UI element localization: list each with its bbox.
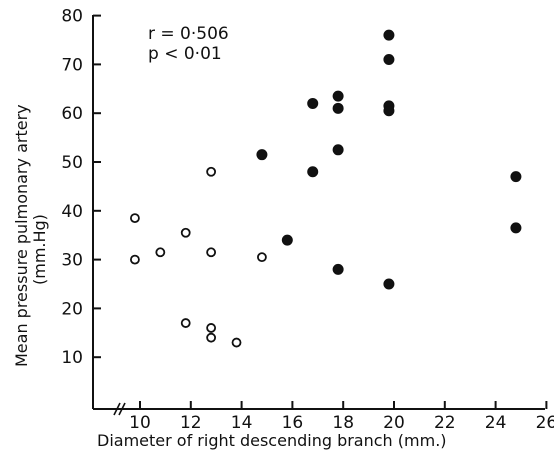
x-tick-label: 22: [434, 413, 456, 433]
filled-data-point: [383, 29, 395, 41]
open-data-point: [130, 213, 140, 224]
filled-data-point: [332, 263, 344, 275]
x-tick-label: 26: [536, 413, 554, 433]
y-tick-label: 50: [61, 153, 83, 173]
y-tick-label: 30: [61, 251, 83, 271]
open-data-point: [180, 227, 191, 238]
filled-data-point: [510, 222, 522, 234]
axis-break-mark: [113, 402, 121, 416]
y-tick-label: 60: [61, 104, 83, 124]
open-data-point: [180, 318, 191, 328]
y-axis-title: Mean pressure pulmonary artery: [12, 104, 31, 367]
open-data-point: [231, 337, 242, 348]
filled-data-point: [383, 105, 395, 117]
filled-data-point: [281, 234, 293, 246]
y-tick-label: 40: [61, 202, 83, 222]
filled-data-point: [332, 102, 344, 114]
open-data-point: [130, 254, 140, 265]
open-data-point: [155, 247, 166, 258]
y-tick-label: 10: [61, 348, 83, 368]
y-axis-unit: (mm.Hg): [30, 214, 49, 285]
x-tick-label: 18: [332, 413, 354, 433]
axes: 10 20 30 40 50 60 70 80 10 12 14 16 18 20 22 24 26: [61, 7, 554, 433]
filled-data-point: [307, 166, 319, 178]
filled-data-point: [332, 90, 344, 102]
x-tick-label: 24: [485, 413, 507, 433]
filled-data-point: [383, 278, 395, 290]
filled-data-point: [307, 97, 319, 109]
filled-data-point: [256, 149, 268, 161]
open-data-point: [206, 323, 217, 333]
x-tick-label: 10: [129, 413, 151, 433]
filled-data-point: [510, 171, 522, 183]
open-data-point: [257, 252, 267, 263]
open-data-point: [206, 166, 217, 177]
open-data-point: [206, 332, 217, 343]
open-data-point: [206, 247, 217, 258]
significance-annotation: p < 0·01: [148, 44, 222, 64]
axis-break-mark: [118, 402, 126, 416]
x-tick-label: 14: [231, 413, 253, 433]
filled-data-point: [332, 144, 344, 156]
x-tick-label: 16: [282, 413, 304, 433]
x-axis-title: Diameter of right descending branch (mm.…: [97, 431, 447, 450]
x-tick-label: 20: [383, 413, 405, 433]
correlation-annotation: r = 0·506: [148, 24, 229, 44]
filled-data-point: [383, 54, 395, 66]
y-tick-label: 20: [61, 299, 83, 319]
y-tick-label: 70: [61, 55, 83, 75]
data-points: [130, 29, 522, 348]
y-tick-label: 80: [61, 7, 83, 27]
x-tick-label: 12: [180, 413, 202, 433]
